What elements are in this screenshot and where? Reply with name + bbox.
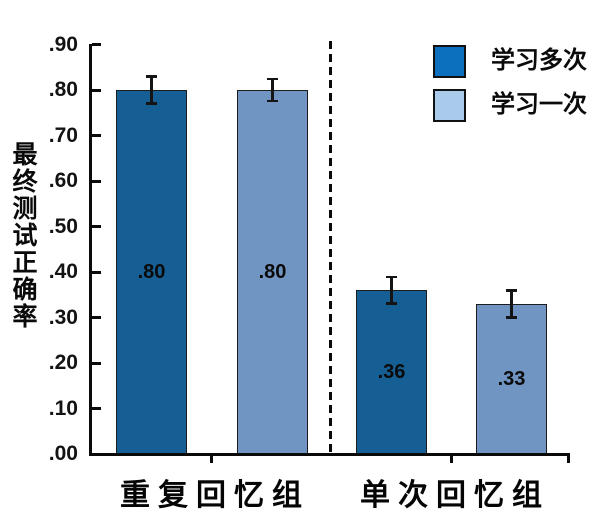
legend-swatch-dark-blue	[433, 44, 466, 78]
bar-value-label: .80	[258, 261, 287, 283]
y-tick-label: .20	[48, 351, 78, 374]
y-tick-mark	[92, 361, 101, 365]
y-axis-title-char: 终	[12, 168, 38, 196]
error-bar-stem	[390, 276, 393, 304]
y-tick-mark	[92, 270, 101, 274]
y-tick-mark	[92, 43, 101, 46]
x-tick-mark	[450, 456, 453, 463]
x-category-label: 单次回忆组	[360, 479, 550, 512]
bar-value-label: .80	[137, 261, 166, 283]
error-bar-cap-top	[506, 289, 517, 292]
y-tick-label: .40	[48, 260, 78, 283]
error-bar-stem	[271, 78, 274, 102]
error-bar-cap-bottom	[146, 102, 157, 105]
y-axis-title-char: 率	[12, 303, 38, 331]
bar-单次回忆组-学习一次	[476, 303, 547, 455]
y-tick-label: .30	[48, 305, 78, 329]
y-tick-label: .10	[48, 396, 78, 420]
y-axis-title-char: 试	[12, 222, 38, 250]
x-tick-mark	[210, 456, 213, 463]
y-axis-title-char: 确	[12, 276, 38, 304]
group-separator-dashed-line	[329, 41, 332, 456]
y-axis-title: 最终测试正确率	[7, 142, 43, 331]
bar-重复回忆组-学习一次	[237, 90, 308, 455]
legend: 学习多次 学习一次	[433, 44, 587, 132]
y-tick-mark	[92, 88, 101, 92]
y-tick-label: .90	[48, 32, 78, 56]
legend-swatch-light-blue	[433, 88, 466, 122]
y-tick-label: .00	[48, 442, 78, 465]
y-tick-label: .70	[48, 123, 78, 147]
error-bar-cap-top	[386, 275, 397, 279]
legend-item-studied-multiple: 学习多次	[433, 44, 587, 78]
error-bar-cap-top	[267, 77, 278, 81]
bar-value-label: .36	[377, 361, 406, 384]
y-axis-line	[89, 44, 92, 456]
legend-label: 学习多次	[491, 47, 587, 74]
y-axis-title-char: 测	[12, 195, 38, 223]
x-axis-end-tick	[567, 456, 570, 463]
y-tick-mark	[92, 134, 101, 137]
y-tick-label: .80	[48, 78, 78, 101]
y-tick-label: .50	[48, 214, 78, 238]
y-tick-mark	[92, 179, 101, 183]
y-tick-mark	[92, 452, 101, 456]
y-tick-mark	[92, 225, 101, 228]
error-bar-stem	[510, 290, 513, 318]
error-bar-stem	[150, 76, 153, 104]
y-axis-title-char: 最	[12, 141, 38, 169]
error-bar-cap-bottom	[506, 316, 517, 319]
error-bar-cap-bottom	[386, 302, 397, 305]
y-tick-mark	[92, 407, 101, 410]
legend-item-studied-once: 学习一次	[433, 88, 587, 122]
legend-label: 学习一次	[491, 91, 587, 118]
error-bar-cap-top	[146, 75, 157, 78]
y-tick-label: .60	[48, 169, 78, 192]
x-category-label: 重复回忆组	[120, 479, 310, 512]
bar-value-label: .33	[497, 367, 526, 390]
y-axis-title-char: 正	[12, 249, 38, 277]
error-bar-cap-bottom	[267, 99, 278, 103]
y-tick-mark	[92, 316, 101, 319]
